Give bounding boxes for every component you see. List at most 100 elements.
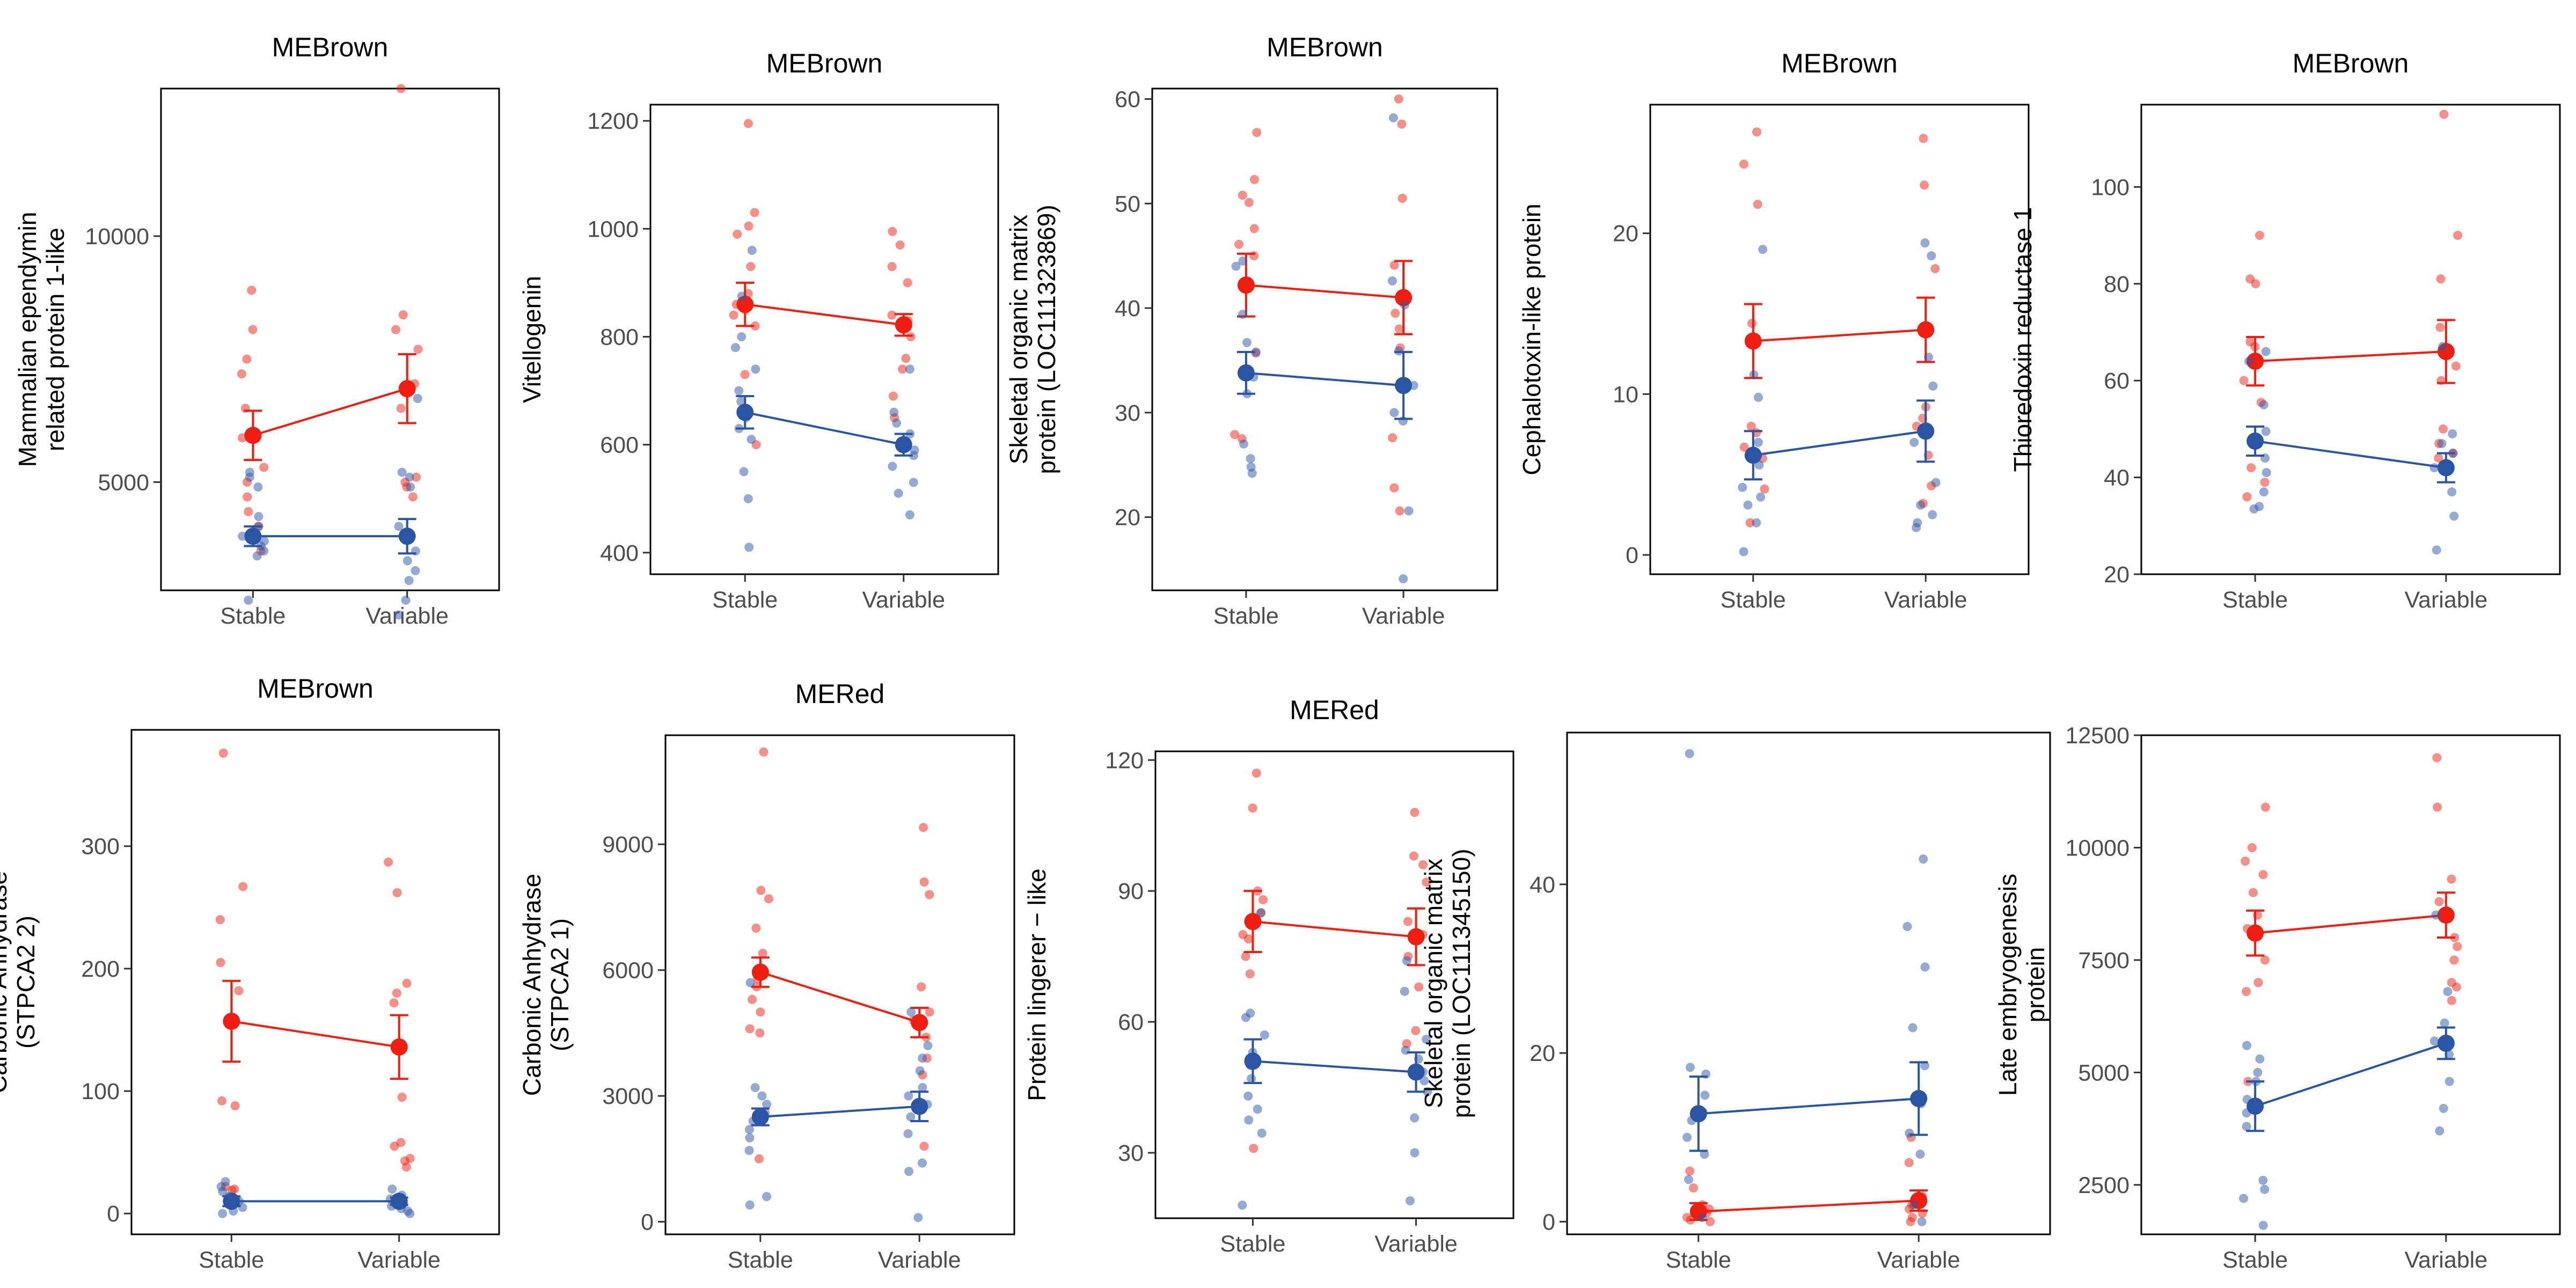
mean-point	[1237, 276, 1255, 294]
data-point	[744, 1125, 754, 1135]
x-tick-label: Variable	[1362, 603, 1445, 629]
data-point	[905, 510, 914, 519]
data-point	[1697, 1213, 1707, 1223]
x-tick-label: Variable	[365, 603, 449, 629]
data-point	[218, 1187, 228, 1196]
data-point	[1387, 276, 1397, 286]
series-blue	[744, 978, 933, 1223]
data-point	[745, 1200, 755, 1210]
data-point	[764, 894, 773, 904]
data-point	[2433, 802, 2442, 812]
data-point	[2447, 487, 2457, 497]
data-point	[739, 467, 749, 477]
x-tick-label: Stable	[712, 587, 778, 613]
y-axis-label: (STPCA2 1)	[546, 918, 574, 1051]
mean-point	[2246, 1097, 2264, 1115]
data-point	[1758, 245, 1768, 254]
data-point	[259, 463, 269, 472]
data-point	[762, 1100, 772, 1109]
series-red	[237, 84, 423, 556]
data-point	[906, 1112, 916, 1122]
x-tick-label: Variable	[2405, 587, 2488, 613]
data-point	[1686, 1063, 1695, 1072]
data-point	[234, 986, 244, 996]
data-point	[2440, 1018, 2449, 1028]
data-point	[1395, 506, 1404, 516]
data-point	[1928, 381, 1938, 391]
data-point	[230, 1101, 240, 1110]
x-tick-label: Variable	[1877, 1247, 1960, 1273]
mean-point	[2246, 353, 2264, 370]
data-point	[1739, 442, 1749, 452]
data-point	[2434, 897, 2444, 906]
panel-title: MERed	[1290, 695, 1379, 725]
data-point	[2242, 1122, 2251, 1131]
mean-line	[2255, 914, 2447, 934]
data-point	[401, 595, 411, 605]
data-point	[2439, 109, 2449, 119]
data-point	[1904, 1158, 1914, 1167]
data-point	[2453, 942, 2462, 952]
y-axis-label: Vitellogenin	[518, 276, 546, 403]
data-point	[917, 982, 926, 992]
x-tick-label: Variable	[1884, 587, 1967, 613]
data-point	[923, 1041, 933, 1050]
data-point	[1400, 300, 1409, 310]
data-point	[888, 462, 897, 471]
mean-point	[1407, 1063, 1425, 1081]
mean-point	[2246, 924, 2264, 942]
data-point	[413, 345, 423, 354]
plot-frame	[160, 87, 500, 591]
y-tick-label: 400	[600, 540, 639, 566]
data-point	[918, 1082, 927, 1092]
y-axis-label: Carbonic Anhydrase	[0, 871, 12, 1093]
mean-point	[1237, 364, 1255, 382]
data-point	[1753, 200, 1762, 209]
data-point	[887, 310, 897, 320]
data-point	[1402, 956, 1411, 965]
mean-line	[1698, 1199, 1919, 1213]
data-point	[745, 1024, 755, 1034]
data-point	[740, 370, 750, 379]
plot-frame	[2140, 104, 2561, 575]
mean-line	[744, 303, 904, 326]
y-axis-label: Cephalotoxin-like protein	[1518, 203, 1546, 475]
data-point	[1682, 1132, 1692, 1142]
data-point	[1256, 908, 1266, 918]
data-point	[405, 1209, 415, 1218]
data-point	[1423, 1087, 1432, 1096]
panel-title: MEBrown	[766, 48, 883, 78]
y-tick-label: 5000	[2078, 1060, 2129, 1086]
y-axis-label: protein	[2022, 947, 2050, 1023]
data-point	[1249, 224, 1259, 233]
data-point	[1234, 239, 1244, 249]
y-axis-label: related protein 1-like	[41, 228, 69, 451]
data-point	[396, 84, 406, 93]
mean-point	[2437, 906, 2455, 924]
data-point	[734, 386, 744, 396]
data-point	[2259, 487, 2268, 497]
panel-title: MEBrown	[2293, 48, 2409, 78]
y-tick-label: 10000	[2065, 835, 2129, 861]
data-point	[1920, 238, 1930, 248]
y-tick-label: 1000	[587, 216, 639, 242]
data-point	[1756, 492, 1766, 502]
x-tick-label: Variable	[1374, 1231, 1458, 1257]
data-point	[218, 1209, 228, 1218]
data-point	[895, 240, 905, 250]
data-point	[757, 1091, 767, 1101]
data-point	[1700, 1150, 1709, 1159]
x-tick-label: Stable	[1721, 587, 1786, 613]
data-point	[1906, 1217, 1915, 1226]
data-point	[1902, 921, 1912, 931]
data-point	[402, 978, 412, 988]
y-tick-label: 30	[1115, 400, 1140, 426]
data-point	[397, 1092, 407, 1102]
data-point	[408, 492, 418, 502]
mean-point	[1395, 377, 1413, 394]
mean-point	[751, 1108, 769, 1126]
x-tick-label: Stable	[2222, 1247, 2288, 1273]
data-point	[2258, 1220, 2268, 1230]
data-point	[1920, 180, 1929, 190]
data-point	[217, 1096, 226, 1106]
